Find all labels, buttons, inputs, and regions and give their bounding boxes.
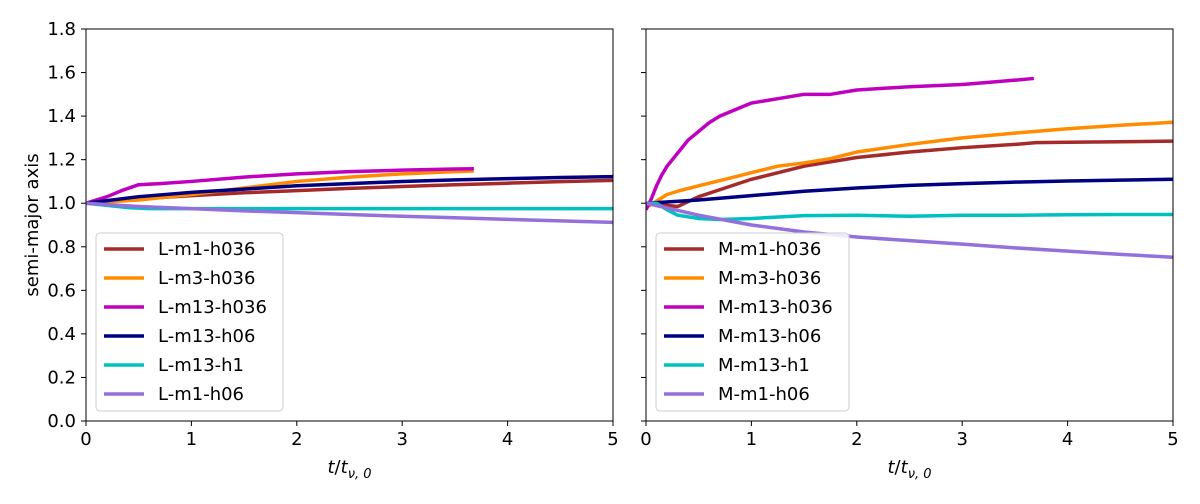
left-axes-frame xyxy=(85,28,614,422)
legend-label-M-m13-h1: M-m13-h1 xyxy=(718,355,810,376)
left-legend: L-m1-h036 L-m3-h036 L-m13-h036 L-m13-h06 L-m… xyxy=(95,232,284,412)
series-line-M-m13-h06 xyxy=(646,177,1173,205)
left-x-tick-label: 0 xyxy=(80,429,91,450)
left-y-tick-label: 0.4 xyxy=(47,324,76,345)
legend-label-M-m1-h06: M-m1-h06 xyxy=(718,384,810,405)
series-line-M-m13-h1 xyxy=(646,201,1173,222)
legend-label-L-m1-h06: L-m1-h06 xyxy=(158,384,244,405)
right-x-tick-label: 2 xyxy=(851,429,862,450)
left-y-tick-label: 0.0 xyxy=(47,411,76,432)
right-x-tick-label: 1 xyxy=(746,429,757,450)
left-y-tick-label: 0.6 xyxy=(47,280,76,301)
legend-label-L-m3-h036: L-m3-h036 xyxy=(158,268,255,289)
series-line-M-m1-h036 xyxy=(646,139,1173,209)
right-x-tick-label: 4 xyxy=(1062,429,1073,450)
left-series-group xyxy=(86,167,613,225)
right-x-tick-label: 5 xyxy=(1167,429,1178,450)
left-x-tick-label: 2 xyxy=(291,429,302,450)
series-line-L-m13-h036 xyxy=(86,167,474,205)
left-x-axis-label: t/tν, 0 xyxy=(327,457,371,482)
left-x-tick-label: 1 xyxy=(186,429,197,450)
left-x-tick-label: 4 xyxy=(502,429,513,450)
left-x-tick-label: 5 xyxy=(607,429,618,450)
right-panel: 0 1 2 3 4 5 t/tν, 0 M-m1-h036 M-m3-h036 M-m13-h03… xyxy=(640,28,1179,482)
legend-label-M-m13-h036: M-m13-h036 xyxy=(718,297,833,318)
right-legend: M-m1-h036 M-m3-h036 M-m13-h036 M-m13-h06 M-m… xyxy=(655,232,850,412)
right-axes-frame xyxy=(645,28,1174,422)
left-y-tick-label: 1.2 xyxy=(47,150,76,171)
legend-label-L-m13-h036: L-m13-h036 xyxy=(158,297,267,318)
series-line-M-m13-h036 xyxy=(646,76,1035,211)
left-y-tick-label: 1.0 xyxy=(47,193,76,214)
left-y-tick-label: 0.2 xyxy=(47,367,76,388)
series-line-L-m3-h036 xyxy=(86,169,474,205)
right-x-tick-label: 3 xyxy=(956,429,967,450)
left-y-axis-label: semi-major axis xyxy=(22,153,43,296)
right-series-group xyxy=(646,76,1173,259)
legend-label-M-m3-h036: M-m3-h036 xyxy=(718,268,821,289)
right-legend-box xyxy=(655,232,850,412)
series-line-M-m3-h036 xyxy=(646,120,1173,210)
left-y-tick-label: 1.6 xyxy=(47,63,76,84)
right-x-axis-label: t/tν, 0 xyxy=(887,457,931,482)
series-line-M-m1-h06 xyxy=(646,201,1173,259)
legend-label-L-m1-h036: L-m1-h036 xyxy=(158,239,255,260)
legend-label-L-m13-h1: L-m13-h1 xyxy=(158,355,244,376)
legend-label-L-m13-h06: L-m13-h06 xyxy=(158,326,255,347)
right-x-tick-label: 0 xyxy=(640,429,651,450)
left-y-tick-label: 1.8 xyxy=(47,19,76,40)
left-panel: 0 1 2 3 4 5 0.0 0.2 0.4 0.6 0.8 1.0 1.2 1.4 1.6 1.8 t/tν… xyxy=(22,19,619,482)
left-y-tick-label: 0.8 xyxy=(47,237,76,258)
series-line-L-m13-h06 xyxy=(86,174,613,205)
legend-label-M-m1-h036: M-m1-h036 xyxy=(718,239,821,260)
left-x-tick-label: 3 xyxy=(396,429,407,450)
legend-label-M-m13-h06: M-m13-h06 xyxy=(718,326,821,347)
left-y-tick-label: 1.4 xyxy=(47,106,76,127)
series-line-L-m1-h06 xyxy=(86,201,613,225)
